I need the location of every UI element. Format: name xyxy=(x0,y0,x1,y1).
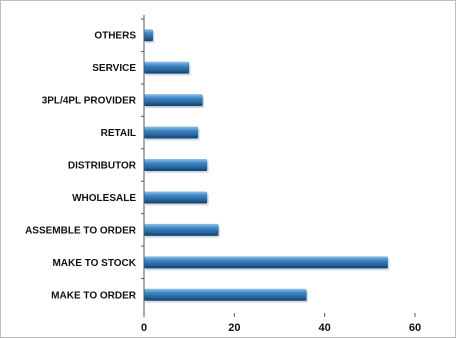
bar-3pl-4pl-provider xyxy=(144,94,203,107)
x-tick-label: 20 xyxy=(228,322,240,334)
category-label: RETAIL xyxy=(101,128,136,139)
bar-wholesale xyxy=(144,191,208,204)
bar-service xyxy=(144,61,190,74)
bars-layer xyxy=(144,29,390,303)
bar-make-to-order xyxy=(144,288,307,301)
axes xyxy=(141,15,145,315)
category-labels: OTHERS SERVICE 3PL/4PL PROVIDER RETAIL DISTR… xyxy=(25,31,137,302)
bar-others xyxy=(144,29,154,42)
category-label: WHOLESALE xyxy=(72,193,136,204)
x-axis-ticks: 0 20 40 60 xyxy=(141,313,421,334)
x-tick-label: 60 xyxy=(409,322,421,334)
category-label: MAKE TO ORDER xyxy=(51,290,137,301)
bar-assemble-to-order xyxy=(144,223,219,236)
category-label: ASSEMBLE TO ORDER xyxy=(25,225,137,236)
bar-make-to-stock xyxy=(144,256,388,269)
category-label: DISTRIBUTOR xyxy=(68,161,137,172)
category-label: OTHERS xyxy=(94,31,136,42)
bar-distributor xyxy=(144,159,208,171)
x-tick-label: 0 xyxy=(141,322,147,334)
bar-retail xyxy=(144,126,199,139)
category-label: 3PL/4PL PROVIDER xyxy=(42,96,137,107)
category-label: MAKE TO STOCK xyxy=(52,258,136,269)
x-tick-label: 40 xyxy=(319,322,331,334)
category-label: SERVICE xyxy=(92,63,136,74)
